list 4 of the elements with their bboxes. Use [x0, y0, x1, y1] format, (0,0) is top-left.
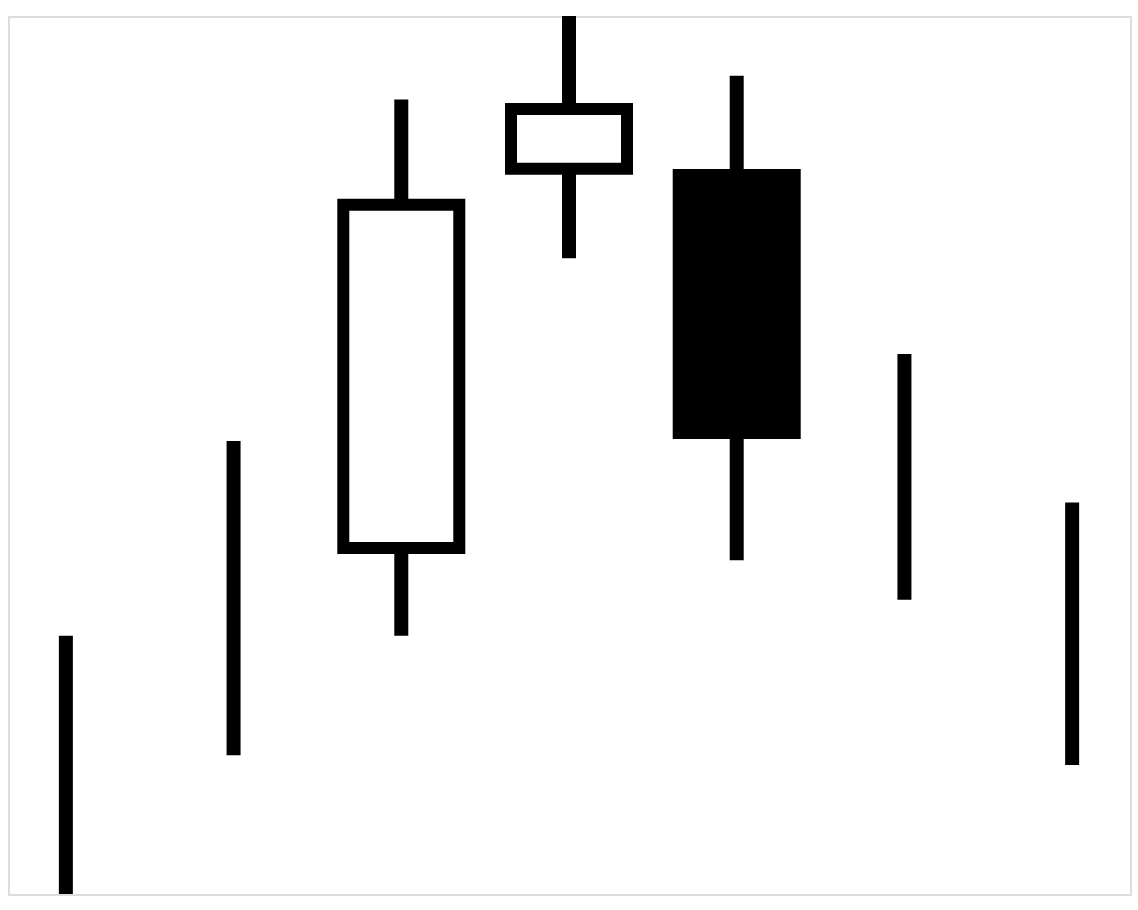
candlestick	[1065, 502, 1080, 765]
candlestick	[226, 440, 241, 756]
candlestick	[58, 635, 73, 894]
candlestick	[897, 354, 912, 600]
